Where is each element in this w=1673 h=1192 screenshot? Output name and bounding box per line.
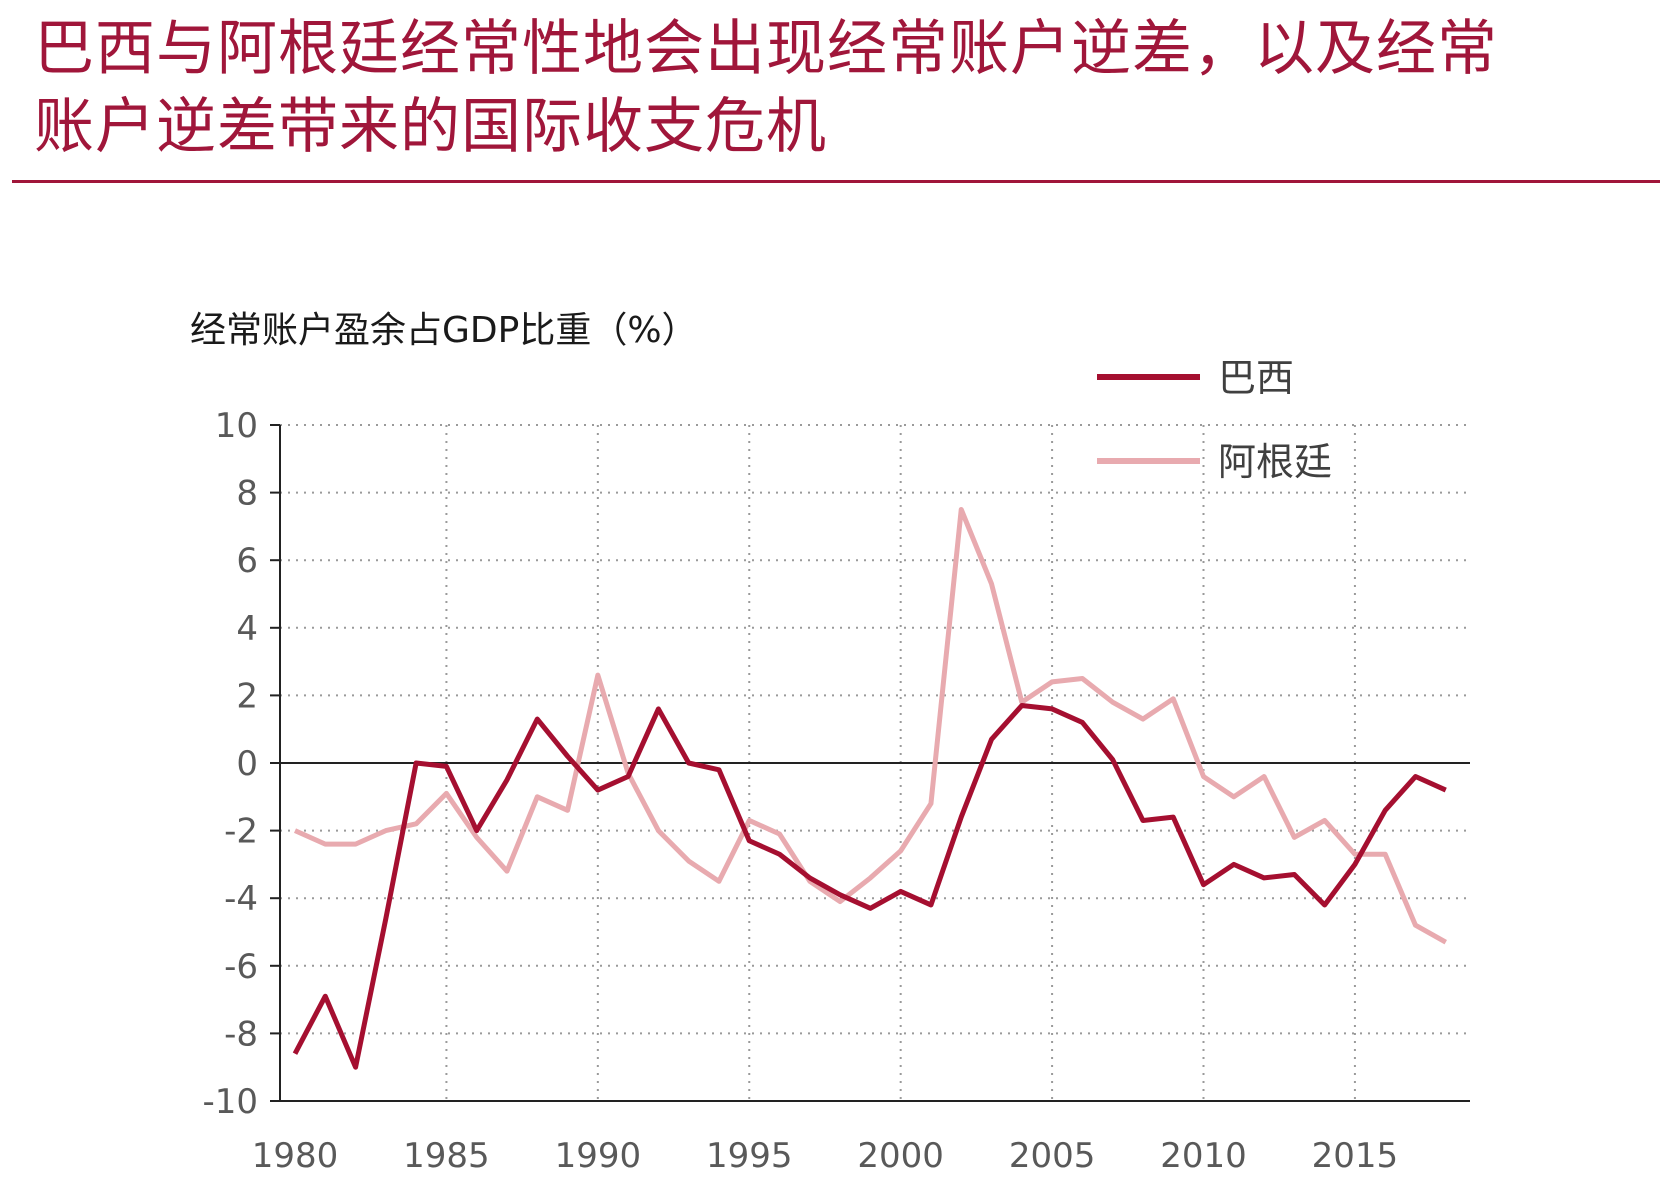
y-axis-label: 经常账户盈余占GDP比重（%） — [190, 310, 698, 351]
y-tick-label: -8 — [224, 1014, 258, 1054]
title-line-1: 巴西与阿根廷经常性地会出现经常账户逆差，以及经常 — [34, 14, 1498, 84]
y-tick-label: -6 — [224, 947, 258, 987]
x-tick-labels: 1980 1985 1990 1995 2000 2005 2010 2015 — [252, 1136, 1398, 1176]
x-tick-label: 2010 — [1160, 1136, 1247, 1176]
chart-title-block: 巴西与阿根廷经常性地会出现经常账户逆差，以及经常 账户逆差带来的国际收支危机 — [34, 10, 1654, 166]
series-lines — [292, 507, 1447, 1070]
y-tick-label: -4 — [224, 879, 258, 919]
axes — [270, 424, 1470, 1102]
y-tick-label: 10 — [215, 406, 258, 446]
y-tick-label: 4 — [236, 609, 258, 649]
x-tick-label: 1985 — [403, 1136, 490, 1176]
y-tick-label: -2 — [224, 812, 258, 852]
x-tick-label: 1990 — [555, 1136, 642, 1176]
x-tick-label: 2015 — [1312, 1136, 1399, 1176]
x-tick-label: 2000 — [857, 1136, 944, 1176]
y-tick-label: 0 — [236, 744, 258, 784]
x-tick-label: 1980 — [252, 1136, 339, 1176]
title-line-2: 账户逆差带来的国际收支危机 — [34, 92, 827, 162]
legend-label-1: 阿根廷 — [1218, 440, 1332, 484]
x-tick-label: 2005 — [1009, 1136, 1096, 1176]
y-tick-label: 2 — [236, 676, 258, 716]
x-tick-label: 1995 — [706, 1136, 793, 1176]
y-tick-label: 8 — [236, 474, 258, 514]
series-line-0 — [292, 703, 1447, 1070]
series-line-1 — [293, 507, 1447, 945]
y-tick-labels: 10 8 6 4 2 0 -2 -4 -6 -8 -10 — [202, 406, 258, 1122]
y-tick-label: 6 — [236, 541, 258, 581]
legend-label-0: 巴西 — [1218, 356, 1294, 400]
title-divider — [12, 180, 1660, 183]
y-tick-label: -10 — [202, 1082, 258, 1122]
